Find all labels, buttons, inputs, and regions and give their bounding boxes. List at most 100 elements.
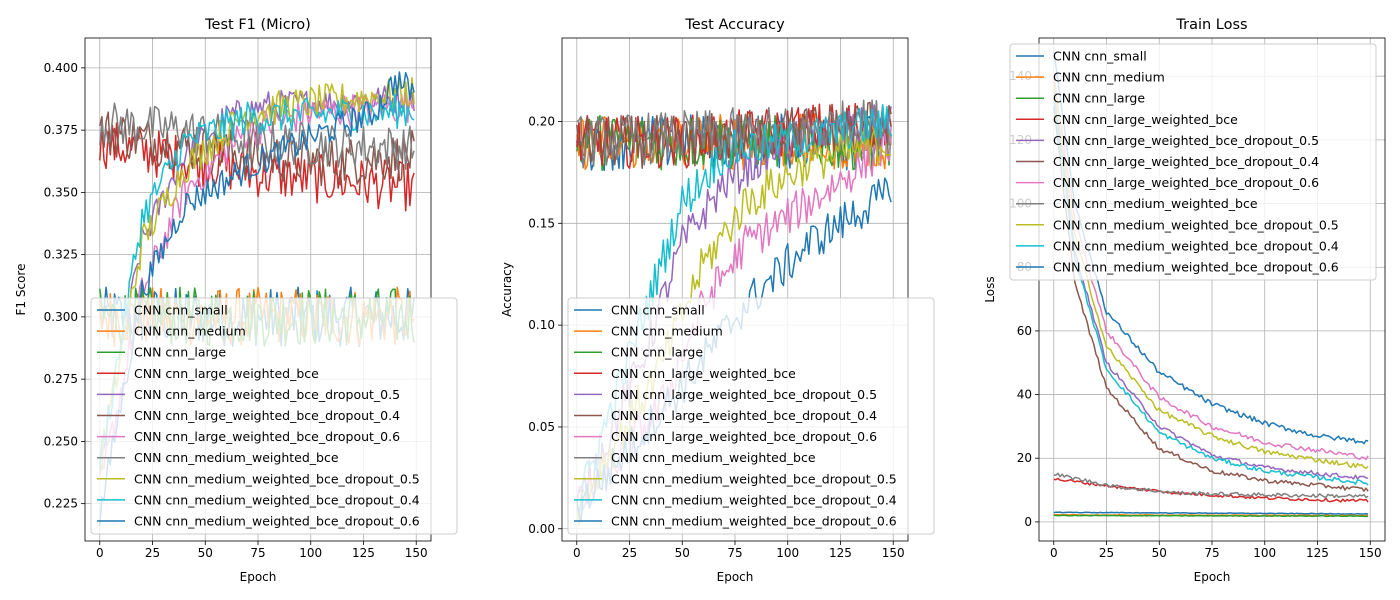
legend-label: CNN cnn_medium_weighted_bce_dropout_0.4 — [134, 492, 420, 507]
legend-label: CNN cnn_large_weighted_bce_dropout_0.6 — [134, 429, 400, 444]
legend: CNN cnn_small CNN cnn_medium CNN cnn_large… — [1009, 43, 1377, 281]
y-axis-label: F1 Score — [14, 264, 28, 316]
x-tick-label: 150 — [882, 546, 905, 560]
legend-label: CNN cnn_small — [611, 303, 705, 318]
x-tick-label: 25 — [622, 546, 637, 560]
x-tick-label: 50 — [198, 546, 213, 560]
y-tick-label: 20 — [1017, 451, 1032, 465]
series-line-8 — [99, 102, 415, 171]
series-line-11 — [99, 71, 415, 526]
legend-label: CNN cnn_large_weighted_bce_dropout_0.6 — [611, 429, 877, 444]
series-line-6 — [99, 111, 415, 187]
legend-box — [90, 297, 458, 535]
series-group — [1053, 51, 1369, 518]
y-axis-label: Loss — [983, 276, 997, 302]
y-tick-label: 0.375 — [44, 123, 78, 137]
legend-label: CNN cnn_medium_weighted_bce — [611, 450, 816, 465]
legend-label: CNN cnn_large_weighted_bce_dropout_0.6 — [1053, 175, 1319, 190]
series-line-6 — [576, 101, 892, 169]
series-line-11 — [1053, 51, 1369, 445]
legend-label: CNN cnn_large — [134, 345, 226, 360]
y-tick-label: 0.20 — [528, 114, 555, 128]
chart-panel-3: 0255075100125150020406080100120140Train … — [983, 17, 1386, 584]
axes-frame — [561, 37, 909, 542]
y-tick-label: 0.10 — [528, 318, 555, 332]
legend-label: CNN cnn_large_weighted_bce — [611, 366, 796, 381]
series-line-8 — [1053, 472, 1369, 499]
x-tick-label: 0 — [1050, 546, 1058, 560]
series-line-5 — [99, 85, 415, 456]
legend: CNN cnn_small CNN cnn_medium CNN cnn_large… — [90, 297, 458, 535]
x-axis-label: Epoch — [717, 570, 754, 584]
x-tick-label: 100 — [1253, 546, 1276, 560]
y-tick-label: 0.400 — [44, 61, 78, 75]
legend-label: CNN cnn_large_weighted_bce_dropout_0.5 — [134, 387, 400, 402]
legend-label: CNN cnn_medium_weighted_bce — [1053, 196, 1258, 211]
x-tick-label: 75 — [727, 546, 742, 560]
legend-label: CNN cnn_medium_weighted_bce_dropout_0.5 — [134, 471, 420, 486]
y-tick-label: 0.325 — [44, 248, 78, 262]
y-tick-label: 40 — [1017, 388, 1032, 402]
chart-title: Test Accuracy — [684, 17, 785, 33]
x-tick-label: 75 — [250, 546, 265, 560]
y-tick-label: 0.350 — [44, 185, 78, 199]
x-tick-label: 150 — [1359, 546, 1382, 560]
legend-label: CNN cnn_small — [1053, 49, 1147, 64]
legend-label: CNN cnn_large_weighted_bce — [134, 366, 319, 381]
x-tick-label: 25 — [145, 546, 160, 560]
legend-label: CNN cnn_medium_weighted_bce — [134, 450, 339, 465]
chart-panel-1: 0 25 50 75 100 125 150 0.225 0.250 0.275 0.300 0.32… — [14, 17, 458, 584]
legend-label: CNN cnn_medium_weighted_bce_dropout_0.4 — [611, 492, 897, 507]
x-tick-label: 0 — [96, 546, 104, 560]
legend: CNN cnn_small CNN cnn_medium CNN cnn_large… — [567, 297, 935, 535]
y-tick-label: 0.275 — [44, 372, 78, 386]
series-line-7 — [1053, 74, 1369, 461]
series-line-9 — [1053, 81, 1369, 470]
chart-title: Test F1 (Micro) — [204, 17, 311, 33]
legend-label: CNN cnn_medium_weighted_bce_dropout_0.6 — [134, 514, 420, 529]
series-line-3 — [1053, 514, 1369, 518]
x-tick-label: 150 — [405, 546, 428, 560]
y-tick-label: 0.300 — [44, 310, 78, 324]
x-tick-label: 100 — [776, 546, 799, 560]
series-line-6 — [1053, 106, 1369, 492]
legend-label: CNN cnn_medium_weighted_bce_dropout_0.4 — [1053, 238, 1339, 253]
legend-label: CNN cnn_medium — [1053, 70, 1165, 85]
series-line-5 — [1053, 91, 1369, 480]
legend-label: CNN cnn_medium_weighted_bce_dropout_0.5 — [1053, 217, 1339, 232]
chart-panel-2: 0 25 50 75 100 125 150 0.00 0.05 0.10 0.15 0.20 Test… — [500, 17, 935, 584]
legend-label: CNN cnn_large_weighted_bce_dropout_0.4 — [134, 408, 400, 423]
x-tick-label: 0 — [573, 546, 581, 560]
legend-label: CNN cnn_large_weighted_bce_dropout_0.4 — [1053, 154, 1319, 169]
x-tick-label: 75 — [1204, 546, 1219, 560]
legend-label: CNN cnn_large_weighted_bce_dropout_0.5 — [611, 387, 877, 402]
series-line-4 — [1053, 477, 1369, 503]
legend-label: CNN cnn_large — [1053, 91, 1145, 106]
y-tick-label: 0.250 — [44, 434, 78, 448]
legend-label: CNN cnn_medium — [611, 324, 723, 339]
y-tick-label: 0 — [1024, 515, 1032, 529]
x-tick-label: 50 — [675, 546, 690, 560]
axes-frame — [84, 37, 432, 542]
legend-box — [1009, 43, 1377, 281]
legend-label: CNN cnn_large_weighted_bce — [1053, 112, 1238, 127]
y-tick-label: 0.05 — [528, 420, 555, 434]
legend-box — [567, 297, 935, 535]
x-tick-label: 100 — [299, 546, 322, 560]
legend-label: CNN cnn_small — [134, 303, 228, 318]
y-tick-label: 60 — [1017, 324, 1032, 338]
legend-label: CNN cnn_medium — [134, 324, 246, 339]
series-line-10 — [1053, 96, 1369, 486]
legend-label: CNN cnn_large_weighted_bce_dropout_0.4 — [611, 408, 877, 423]
x-axis-label: Epoch — [240, 570, 277, 584]
x-tick-label: 50 — [1152, 546, 1167, 560]
x-tick-label: 125 — [829, 546, 852, 560]
y-tick-label: 0.15 — [528, 216, 555, 230]
legend-label: CNN cnn_large — [611, 345, 703, 360]
legend-label: CNN cnn_medium_weighted_bce_dropout_0.6 — [611, 514, 897, 529]
x-tick-label: 125 — [352, 546, 375, 560]
y-tick-label: 0.00 — [528, 522, 555, 536]
y-axis-label: Accuracy — [500, 262, 514, 317]
series-line-1 — [1053, 511, 1369, 515]
